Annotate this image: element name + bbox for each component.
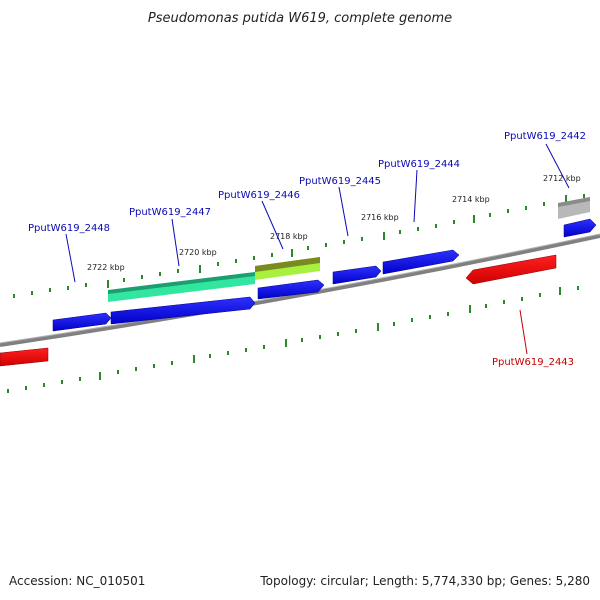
gene-label-2443[interactable]: PputW619_2443 — [492, 357, 574, 368]
gene-label-2448[interactable]: PputW619_2448 — [28, 223, 110, 234]
reverse-gene-track — [0, 254, 557, 367]
highlight-bar-teal-top — [108, 272, 255, 294]
scale-label: 2712 kbp — [543, 174, 581, 183]
scale-label: 2716 kbp — [361, 213, 399, 222]
scale-label: 2714 kbp — [452, 195, 490, 204]
scale-label: 2720 kbp — [179, 248, 217, 257]
highlight-bar-grey-top — [558, 197, 590, 207]
map-title: Pseudomonas putida W619, complete genome — [148, 11, 452, 26]
gene-arrow[interactable] — [465, 254, 557, 285]
gene-arrow[interactable] — [563, 218, 597, 238]
gene-arrow[interactable] — [52, 312, 112, 332]
gene-label-2445[interactable]: PputW619_2445 — [299, 176, 381, 187]
highlight-bar-teal — [108, 275, 255, 302]
gene-arrow[interactable] — [0, 347, 49, 367]
scale-label: 2718 kbp — [270, 232, 308, 241]
highlight-bar-olive — [255, 257, 320, 272]
inner-tick-ring — [7, 286, 579, 393]
gene-label-2442[interactable]: PputW619_2442 — [504, 131, 586, 142]
outer-tick-ring — [13, 194, 585, 298]
accession-text: Accession: NC_010501 — [9, 574, 145, 588]
gene-arrow[interactable] — [257, 279, 325, 300]
genome-backbone — [0, 234, 600, 347]
gene-label-2447[interactable]: PputW619_2447 — [129, 207, 211, 218]
gene-label-2444[interactable]: PputW619_2444 — [378, 159, 460, 170]
leader-lines — [65, 143, 570, 355]
forward-gene-track — [52, 218, 597, 332]
scale-label: 2722 kbp — [87, 263, 125, 272]
gene-arrow[interactable] — [332, 265, 382, 285]
genome-summary-text: Topology: circular; Length: 5,774,330 bp… — [259, 574, 590, 588]
gene-arrow[interactable] — [110, 296, 256, 325]
gene-label-2446[interactable]: PputW619_2446 — [218, 190, 300, 201]
gene-arrow[interactable] — [382, 249, 460, 275]
